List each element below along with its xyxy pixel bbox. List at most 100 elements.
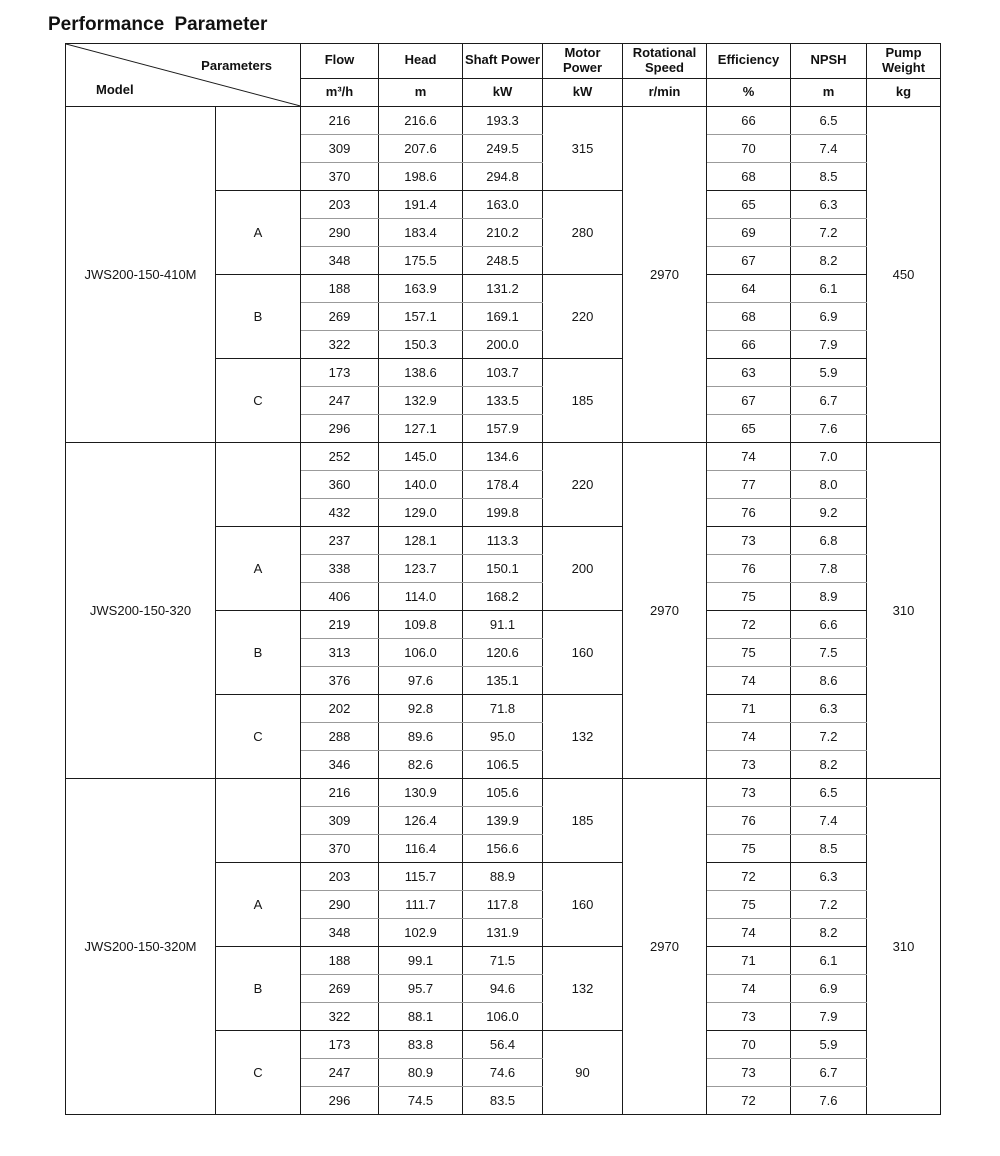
trim-cell: A <box>215 526 301 611</box>
flow-cell: 338 <box>300 554 379 583</box>
model-cell: JWS200-150-320M <box>65 778 216 1115</box>
efficiency-cell: 73 <box>706 750 791 779</box>
shaft-power-cell: 294.8 <box>462 162 543 191</box>
head-cell: 216.6 <box>378 106 463 135</box>
table-row: 269 157.1 169.1 68 6.9 <box>66 302 941 331</box>
table-row: 247 80.9 74.6 73 6.7 <box>66 1058 941 1087</box>
flow-cell: 309 <box>300 134 379 163</box>
efficiency-cell: 69 <box>706 218 791 247</box>
head-cell: 207.6 <box>378 134 463 163</box>
flow-cell: 370 <box>300 834 379 863</box>
head-cell: 92.8 <box>378 694 463 723</box>
npsh-cell: 6.1 <box>790 274 867 303</box>
performance-table: Parameters Model Flow Head Shaft Power M… <box>65 43 941 1115</box>
model-cell: JWS200-150-320 <box>65 442 216 779</box>
head-cell: 198.6 <box>378 162 463 191</box>
npsh-cell: 7.6 <box>790 1086 867 1115</box>
col-unit-flow: m³/h <box>300 78 379 107</box>
table-row: A 237 128.1 113.3 200 73 6.8 <box>66 526 941 611</box>
flow-cell: 313 <box>300 638 379 667</box>
table-body: JWS200-150-410M 216 216.6 193.3 315 2970 66 6.5… <box>65 106 941 1115</box>
table-row: 370 116.4 156.6 75 8.5 <box>66 834 941 863</box>
table-row: 360 140.0 178.4 77 8.0 <box>66 470 941 499</box>
col-unit-pump-weight: kg <box>866 78 941 107</box>
flow-cell: 188 <box>300 274 379 303</box>
npsh-cell: 6.9 <box>790 974 867 1003</box>
table-row: 296 74.5 83.5 72 7.6 <box>66 1086 941 1115</box>
shaft-power-cell: 94.6 <box>462 974 543 1003</box>
table-row: A 203 191.4 163.0 280 65 6.3 <box>66 190 941 275</box>
table-row: 432 129.0 199.8 76 9.2 <box>66 498 941 527</box>
flow-cell: 406 <box>300 582 379 611</box>
efficiency-cell: 73 <box>706 526 791 555</box>
efficiency-cell: 70 <box>706 1030 791 1059</box>
efficiency-cell: 75 <box>706 834 791 863</box>
table-row: B 188 99.1 71.5 132 71 6.1 <box>66 946 941 1031</box>
flow-cell: 348 <box>300 918 379 947</box>
shaft-power-cell: 74.6 <box>462 1058 543 1087</box>
flow-cell: 322 <box>300 1002 379 1031</box>
npsh-cell: 6.3 <box>790 862 867 891</box>
trim-cell <box>215 778 301 863</box>
npsh-cell: 6.9 <box>790 302 867 331</box>
efficiency-cell: 63 <box>706 358 791 387</box>
head-cell: 114.0 <box>378 582 463 611</box>
efficiency-cell: 65 <box>706 190 791 219</box>
efficiency-cell: 72 <box>706 1086 791 1115</box>
table-row: JWS200-150-320M 216 130.9 105.6 185 2970 73 6.5… <box>65 778 941 1115</box>
table-row: B 219 109.8 91.1 160 72 6.6 <box>66 610 941 695</box>
npsh-cell: 8.5 <box>790 834 867 863</box>
flow-cell: 376 <box>300 666 379 695</box>
table-row: 376 97.6 135.1 74 8.6 <box>66 666 941 695</box>
head-cell: 145.0 <box>378 442 463 471</box>
flow-cell: 219 <box>300 610 379 639</box>
efficiency-cell: 75 <box>706 638 791 667</box>
efficiency-cell: 75 <box>706 582 791 611</box>
head-cell: 111.7 <box>378 890 463 919</box>
col-header-efficiency: Efficiency <box>706 43 791 79</box>
head-cell: 163.9 <box>378 274 463 303</box>
shaft-power-cell: 193.3 <box>462 106 543 135</box>
head-cell: 150.3 <box>378 330 463 359</box>
npsh-cell: 6.7 <box>790 1058 867 1087</box>
motor-power-cell: 160 <box>542 862 623 947</box>
motor-power-cell: 185 <box>542 358 623 443</box>
npsh-cell: 6.5 <box>790 778 867 807</box>
motor-power-cell: 160 <box>542 610 623 695</box>
npsh-cell: 6.6 <box>790 610 867 639</box>
col-header-shaft-power: Shaft Power <box>462 43 543 79</box>
table-row: 346 82.6 106.5 73 8.2 <box>66 750 941 779</box>
head-cell: 115.7 <box>378 862 463 891</box>
efficiency-cell: 72 <box>706 862 791 891</box>
trim-cell: B <box>215 274 301 359</box>
head-cell: 109.8 <box>378 610 463 639</box>
shaft-power-cell: 178.4 <box>462 470 543 499</box>
shaft-power-cell: 199.8 <box>462 498 543 527</box>
col-header-rotational-speed: Rotational Speed <box>622 43 707 79</box>
head-cell: 83.8 <box>378 1030 463 1059</box>
flow-cell: 290 <box>300 890 379 919</box>
npsh-cell: 7.9 <box>790 330 867 359</box>
npsh-cell: 5.9 <box>790 358 867 387</box>
flow-cell: 269 <box>300 302 379 331</box>
table-row: 348 175.5 248.5 67 8.2 <box>66 246 941 275</box>
npsh-cell: 6.8 <box>790 526 867 555</box>
npsh-cell: 7.9 <box>790 1002 867 1031</box>
table-row: 290 183.4 210.2 69 7.2 <box>66 218 941 247</box>
trim-cell: A <box>215 862 301 947</box>
head-cell: 116.4 <box>378 834 463 863</box>
npsh-cell: 7.4 <box>790 806 867 835</box>
efficiency-cell: 73 <box>706 778 791 807</box>
npsh-cell: 6.5 <box>790 106 867 135</box>
flow-cell: 346 <box>300 750 379 779</box>
flow-cell: 296 <box>300 414 379 443</box>
table-row: 296 127.1 157.9 65 7.6 <box>66 414 941 443</box>
flow-cell: 173 <box>300 1030 379 1059</box>
shaft-power-cell: 71.5 <box>462 946 543 975</box>
npsh-cell: 6.1 <box>790 946 867 975</box>
table-row: 348 102.9 131.9 74 8.2 <box>66 918 941 947</box>
head-cell: 126.4 <box>378 806 463 835</box>
trim-cell: C <box>215 1030 301 1115</box>
shaft-power-cell: 248.5 <box>462 246 543 275</box>
table-row: JWS200-150-410M 216 216.6 193.3 315 2970 66 6.5… <box>65 106 941 443</box>
